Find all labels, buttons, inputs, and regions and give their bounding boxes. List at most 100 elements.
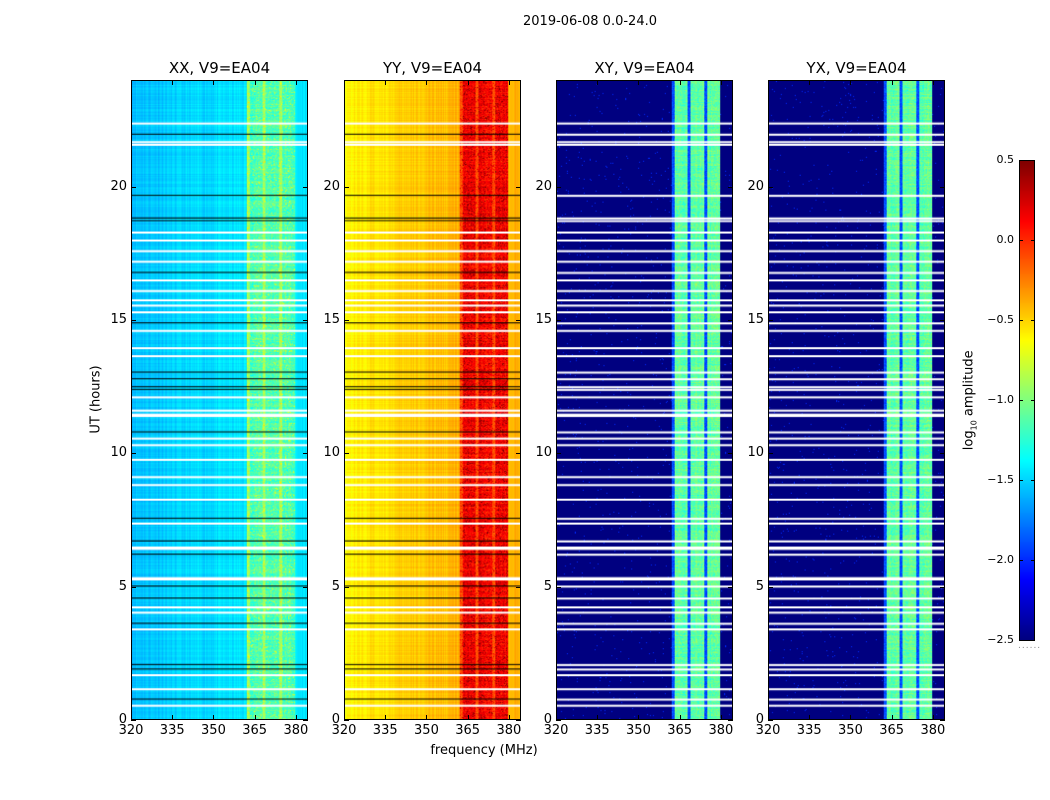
colorbar-tick-label: −2.0 (987, 553, 1014, 566)
y-tick-mark (131, 453, 136, 455)
x-tick-label: 365 (455, 723, 481, 738)
x-tick-mark (768, 715, 769, 720)
colorbar-tick-label: 0.0 (996, 233, 1015, 246)
x-tick-mark-top (213, 80, 215, 85)
x-tick-mark (556, 715, 557, 720)
x-tick-mark (131, 715, 132, 720)
x-tick-mark (213, 715, 215, 720)
y-tick-label: 15 (323, 312, 340, 327)
y-tick-mark (556, 186, 561, 188)
y-axis-label: UT (hours) (88, 365, 104, 434)
x-tick-mark (891, 715, 893, 720)
x-tick-mark-top (467, 80, 469, 85)
x-tick-mark-top (850, 80, 852, 85)
x-tick-label: 320 (118, 723, 144, 738)
heatmap-image-3 (769, 81, 944, 719)
y-tick-label: 20 (535, 178, 552, 194)
heatmap-image-1 (345, 81, 520, 719)
heatmap-panel-3 (768, 80, 945, 720)
y-tick-mark (768, 320, 773, 321)
x-tick-mark (597, 715, 599, 720)
x-tick-mark (809, 715, 811, 720)
colorbar-gradient (1020, 161, 1034, 640)
colorbar-tick-mark-right (1031, 480, 1035, 481)
colorbar-tick-mark-right (1031, 320, 1035, 321)
x-axis-label: frequency (MHz) (430, 743, 538, 758)
y-tick-label: 0 (755, 712, 764, 727)
figure-title: 2019-06-08 0.0-24.0 (523, 14, 657, 29)
heatmap-image-2 (557, 81, 732, 719)
y-tick-mark (344, 186, 349, 188)
y-tick-label: 10 (323, 445, 340, 461)
x-tick-mark (467, 715, 469, 720)
x-tick-mark-top (508, 80, 510, 85)
colorbar-tick-label: −2.5 (987, 633, 1014, 646)
y-tick-label: 5 (755, 578, 764, 594)
colorbar-ellipsis: ...... (1018, 641, 1042, 651)
x-tick-mark-top (679, 80, 681, 85)
x-tick-mark-top (556, 80, 557, 85)
y-tick-mark (556, 453, 561, 455)
x-tick-mark (679, 715, 681, 720)
y-tick-label: 20 (110, 178, 127, 194)
x-tick-mark-top (385, 80, 387, 85)
colorbar-tick-label: −1.0 (987, 393, 1014, 406)
x-tick-mark-top (172, 80, 174, 85)
y-tick-mark (768, 720, 773, 721)
x-tick-mark (638, 715, 640, 720)
colorbar-tick-label: −1.5 (987, 473, 1014, 486)
heatmap-image-0 (132, 81, 307, 719)
y-tick-mark (131, 320, 136, 321)
x-tick-mark-top (597, 80, 599, 85)
heatmap-panel-2 (556, 80, 733, 720)
y-tick-mark (768, 586, 773, 588)
y-tick-mark (344, 720, 349, 721)
y-tick-mark-right (516, 320, 521, 321)
x-tick-mark-top (809, 80, 811, 85)
y-tick-mark-right (516, 720, 521, 721)
y-tick-mark-right (516, 586, 521, 588)
x-tick-label: 335 (372, 723, 398, 738)
colorbar-tick-mark (1019, 320, 1023, 321)
y-tick-label: 20 (323, 178, 340, 194)
y-tick-mark-right (728, 720, 733, 721)
y-tick-mark-right (516, 453, 521, 455)
x-tick-mark (295, 715, 297, 720)
colorbar-tick-mark (1019, 160, 1023, 161)
y-tick-label: 0 (118, 712, 127, 727)
colorbar-tick-mark (1019, 640, 1023, 641)
y-tick-mark (344, 453, 349, 455)
y-tick-mark-right (940, 586, 945, 588)
y-tick-mark-right (940, 186, 945, 188)
x-tick-mark-top (254, 80, 256, 85)
y-tick-label: 0 (331, 712, 340, 727)
x-tick-mark-top (426, 80, 428, 85)
panel-title-1: YY, V9=EA04 (382, 59, 483, 77)
y-tick-label: 5 (543, 578, 552, 594)
y-tick-mark-right (516, 186, 521, 188)
colorbar-tick-mark-right (1031, 640, 1035, 641)
y-tick-mark (768, 186, 773, 188)
colorbar-tick-mark-right (1031, 160, 1035, 161)
y-tick-mark-right (728, 586, 733, 588)
y-tick-mark (556, 586, 561, 588)
colorbar-tick-mark-right (1031, 400, 1035, 401)
colorbar-tick-label: 0.5 (996, 153, 1015, 166)
y-tick-mark-right (303, 720, 308, 721)
x-tick-label: 350 (414, 723, 439, 738)
y-tick-mark-right (728, 320, 733, 321)
x-tick-label: 365 (879, 723, 905, 738)
x-tick-mark-top (638, 80, 640, 85)
x-tick-mark-top (720, 80, 722, 85)
colorbar-tick-mark (1019, 560, 1023, 561)
colorbar-tick-mark-right (1031, 560, 1035, 561)
colorbar-tick-mark-right (1031, 240, 1035, 241)
y-tick-mark-right (940, 320, 945, 321)
y-tick-label: 15 (535, 312, 552, 327)
x-tick-label: 380 (920, 723, 946, 738)
y-tick-mark-right (728, 453, 733, 455)
y-tick-mark-right (303, 320, 308, 321)
x-tick-label: 365 (242, 723, 268, 738)
x-tick-label: 335 (159, 723, 185, 738)
colorbar-tick-mark (1019, 400, 1023, 401)
